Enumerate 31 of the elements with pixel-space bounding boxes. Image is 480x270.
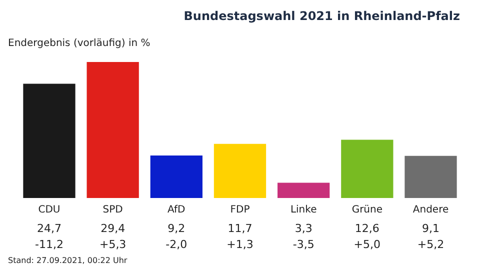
data-label: 12,6 (354, 222, 380, 235)
text: +5,0 (354, 238, 381, 251)
data-label: 3,3 (294, 222, 312, 235)
data-label: 9,1 (422, 222, 440, 235)
x-tick-label: AfD (168, 204, 186, 216)
data-label: 29,4 (100, 222, 126, 235)
x-tick-label: SPD (102, 204, 124, 216)
data-label: 9,2 (168, 222, 186, 235)
x-tick-label: FDP (230, 204, 250, 216)
bar (23, 84, 76, 198)
x-tick-label: Andere (412, 204, 449, 216)
text: Stand: 27.09.2021, 00:22 Uhr (8, 256, 128, 265)
text: -11,2 (35, 238, 64, 251)
data-label: 24,7 (37, 222, 62, 235)
x-tick-label: Grüne (352, 204, 383, 216)
bar (278, 182, 330, 198)
bar (86, 62, 139, 198)
x-tick-label: CDU (38, 204, 60, 216)
text: -2,0 (166, 238, 188, 251)
text: +5,3 (99, 238, 126, 251)
text: +1,3 (226, 238, 254, 251)
bar (341, 140, 394, 198)
chart-subtitle: Endergebnis (vorläufig) in % (8, 38, 150, 49)
text: +5,2 (417, 238, 444, 251)
x-tick-label: Linke (290, 204, 317, 216)
data-label: 11,7 (228, 222, 252, 235)
bar (404, 156, 457, 198)
text: -3,5 (292, 238, 314, 251)
bar (150, 155, 202, 198)
bar (214, 144, 266, 198)
chart-title: Bundestagswahl 2021 in Rheinland-Pfalz (184, 9, 460, 23)
